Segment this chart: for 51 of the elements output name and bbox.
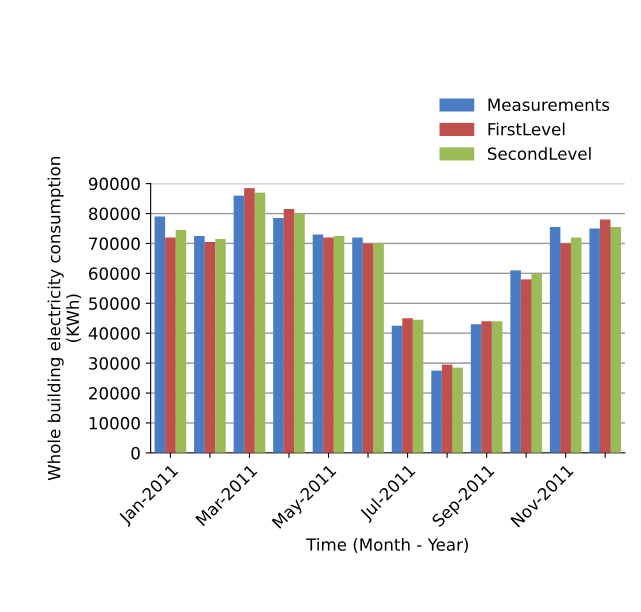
bar	[442, 364, 452, 453]
bar	[520, 279, 532, 453]
bar	[470, 324, 482, 453]
bar	[510, 270, 521, 453]
bar	[531, 273, 542, 453]
bar	[392, 326, 402, 453]
bar	[294, 214, 305, 453]
legend-label: FirstLevel	[488, 122, 564, 136]
bar	[273, 218, 284, 453]
y-tick-label: 90000	[88, 178, 140, 190]
bar	[362, 243, 374, 453]
bar	[165, 237, 176, 453]
bar	[600, 220, 610, 453]
y-tick-label: 30000	[89, 357, 140, 370]
bar	[492, 321, 502, 453]
bar	[481, 321, 492, 453]
y-tick-label: 60000	[89, 267, 140, 280]
bar	[402, 318, 413, 453]
bar	[610, 226, 622, 453]
y-tick-label: 80000	[89, 207, 140, 220]
y-tick-label: 20000	[89, 387, 140, 400]
bar	[560, 243, 571, 453]
bar	[334, 236, 344, 453]
bar	[373, 243, 384, 453]
bar	[323, 237, 334, 453]
y-axis-title: Whole building electricity consumption (KWh)	[48, 157, 82, 480]
bar	[431, 370, 442, 453]
bar	[194, 236, 205, 453]
bar	[412, 320, 424, 453]
bar	[550, 226, 560, 453]
legend-label: SecondLevel	[488, 147, 591, 160]
bar	[154, 216, 166, 453]
y-tick-label: 0	[131, 446, 140, 460]
bar	[244, 188, 255, 453]
bar	[234, 196, 244, 453]
bar	[254, 192, 266, 453]
bar	[284, 209, 294, 453]
y-tick-label: 70000	[89, 237, 140, 250]
y-tick-label: 40000	[88, 327, 140, 340]
y-tick-label: 50000	[89, 297, 140, 310]
bar	[570, 237, 582, 453]
bar	[312, 234, 324, 453]
legend-label: Measurements	[488, 98, 610, 112]
bar	[352, 237, 363, 453]
bar	[452, 368, 463, 453]
bar	[215, 238, 226, 453]
bar	[589, 228, 600, 453]
x-axis-title: Time (Month - Year)	[306, 538, 468, 553]
y-tick-label: 10000	[90, 416, 140, 430]
bar	[204, 242, 216, 453]
bar	[176, 230, 186, 453]
